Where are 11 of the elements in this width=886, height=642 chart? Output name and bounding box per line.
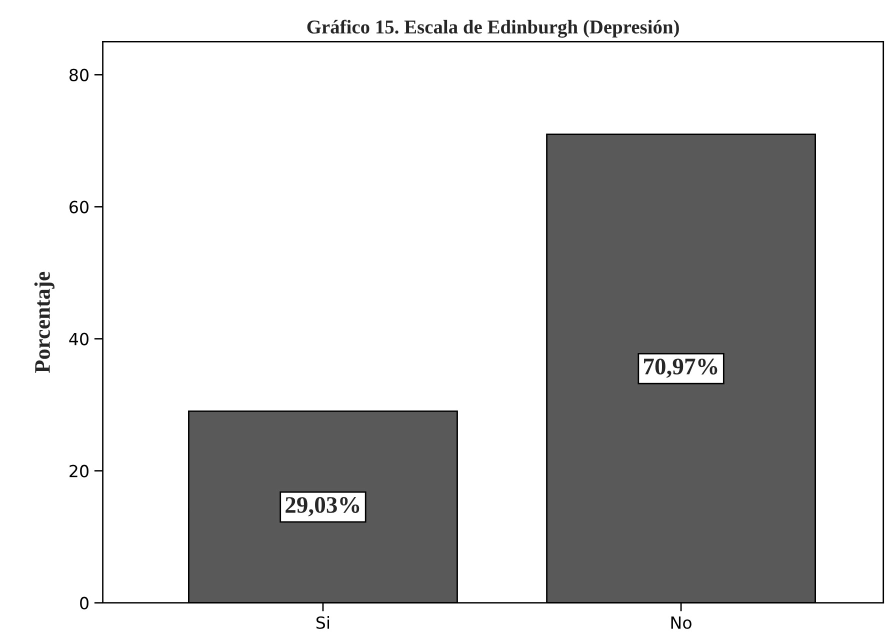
data-label: 70,97% xyxy=(644,358,718,378)
x-tick-label: Si xyxy=(316,616,330,629)
y-tick-label: 40 xyxy=(69,332,88,346)
x-tick-label: No xyxy=(671,616,692,629)
y-axis-title: Porcentaje xyxy=(34,272,54,373)
y-tick-label: 60 xyxy=(70,200,88,214)
data-label: 29,03% xyxy=(286,496,360,516)
chart-title: Gráfico 15. Escala de Edinburgh (Depresión) xyxy=(307,20,679,38)
y-tick-label: 20 xyxy=(70,464,88,478)
y-tick-label: 80 xyxy=(70,68,88,82)
y-tick-label: 0 xyxy=(80,596,88,610)
